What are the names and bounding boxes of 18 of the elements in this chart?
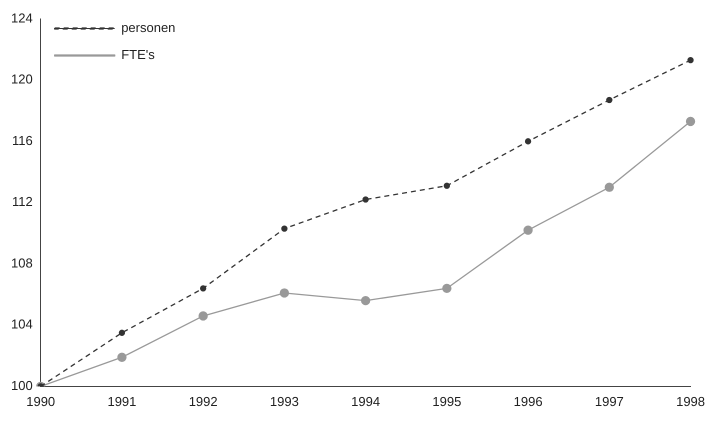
legend-label: personen — [121, 20, 176, 36]
y-tick-label: 108 — [10, 255, 33, 270]
x-tick-label: 1992 — [188, 394, 218, 409]
y-tick-label: 116 — [12, 132, 33, 148]
x-tick-label: 1994 — [351, 394, 380, 409]
x-tick-label: 1991 — [107, 394, 136, 409]
y-tick-label: 124 — [10, 10, 33, 26]
x-tick-label: 1998 — [676, 394, 705, 409]
x-tick-label: 1997 — [594, 394, 624, 409]
x-tick-label: 1995 — [432, 394, 462, 409]
y-tick-label: 104 — [10, 316, 33, 332]
legend-label: FTE's — [121, 47, 156, 62]
x-tick-label: 1996 — [514, 394, 543, 409]
y-tick-label: 112 — [12, 194, 33, 210]
y-tick-label: 100 — [10, 378, 33, 393]
y-tick-label: 120 — [10, 72, 33, 87]
x-tick-label: 1993 — [270, 394, 299, 409]
x-tick-label: 1990 — [26, 394, 56, 409]
